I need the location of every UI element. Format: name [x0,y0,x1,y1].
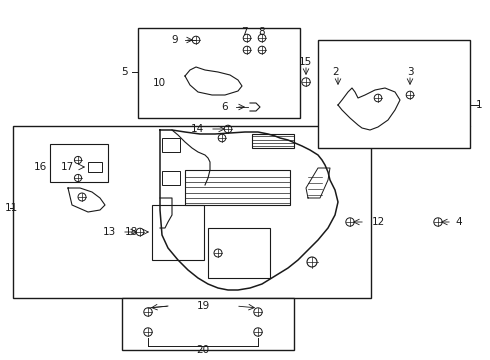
Bar [13,126,371,298]
Bar [318,40,470,148]
Bar [138,28,300,118]
Text: 7: 7 [241,27,247,37]
Text: 2: 2 [332,67,339,77]
Bar [185,170,290,205]
Text: 11: 11 [5,203,18,213]
Text: 14: 14 [191,124,204,134]
Text: 3: 3 [407,67,413,77]
Text: 19: 19 [196,301,210,311]
Bar [162,171,180,185]
Text: 12: 12 [372,217,385,227]
Text: 5: 5 [122,67,128,77]
Bar [152,205,204,260]
Text: 4: 4 [455,217,462,227]
Text: 13: 13 [103,227,116,237]
Bar [88,162,102,172]
Text: 18: 18 [125,227,138,237]
Bar [208,228,270,278]
Text: 15: 15 [298,57,312,67]
Bar [122,298,294,350]
Bar [162,138,180,152]
Text: 20: 20 [196,345,210,355]
Text: 6: 6 [221,102,228,112]
Bar [252,134,294,148]
Text: 16: 16 [34,162,47,172]
Text: 10: 10 [153,78,166,88]
Text: 9: 9 [172,35,178,45]
Text: 8: 8 [259,27,265,37]
Text: 1: 1 [475,100,482,110]
Bar [50,144,108,182]
Text: 17: 17 [61,162,74,172]
